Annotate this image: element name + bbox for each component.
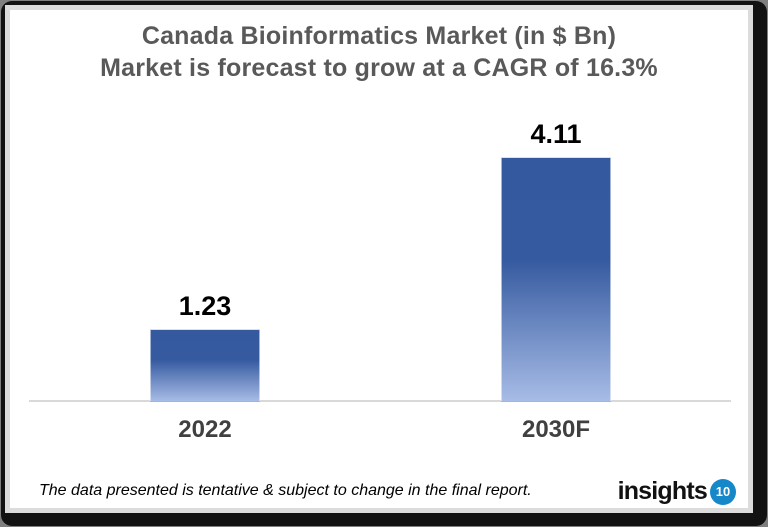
data-label-2030f: 4.11	[530, 119, 582, 149]
bar-group-2022: 1.23 2022	[95, 291, 315, 443]
chart-subtitle: Market is forecast to grow at a CAGR of …	[100, 54, 658, 82]
bar-2022	[150, 329, 260, 402]
insights10-logo-badge: 10	[710, 478, 736, 505]
category-label-2030f: 2030F	[521, 416, 591, 443]
chart-canvas: Canada Bioinformatics Market (in $ Bn) M…	[5, 5, 753, 513]
chart-title: Canada Bioinformatics Market (in $ Bn)	[141, 22, 617, 50]
insights10-logo-text: insights	[617, 477, 708, 505]
bar-group-2030f: 4.11 2030F	[446, 119, 666, 443]
x-axis-line	[29, 400, 731, 402]
bar-2030f	[501, 157, 611, 402]
chart-title-block: Canada Bioinformatics Market (in $ Bn) M…	[10, 20, 748, 84]
category-label-2022: 2022	[178, 416, 232, 443]
disclaimer-text: The data presented is tentative & subjec…	[39, 482, 532, 499]
data-label-2022: 1.23	[178, 291, 232, 321]
insights10-logo: insights 10	[618, 477, 736, 506]
